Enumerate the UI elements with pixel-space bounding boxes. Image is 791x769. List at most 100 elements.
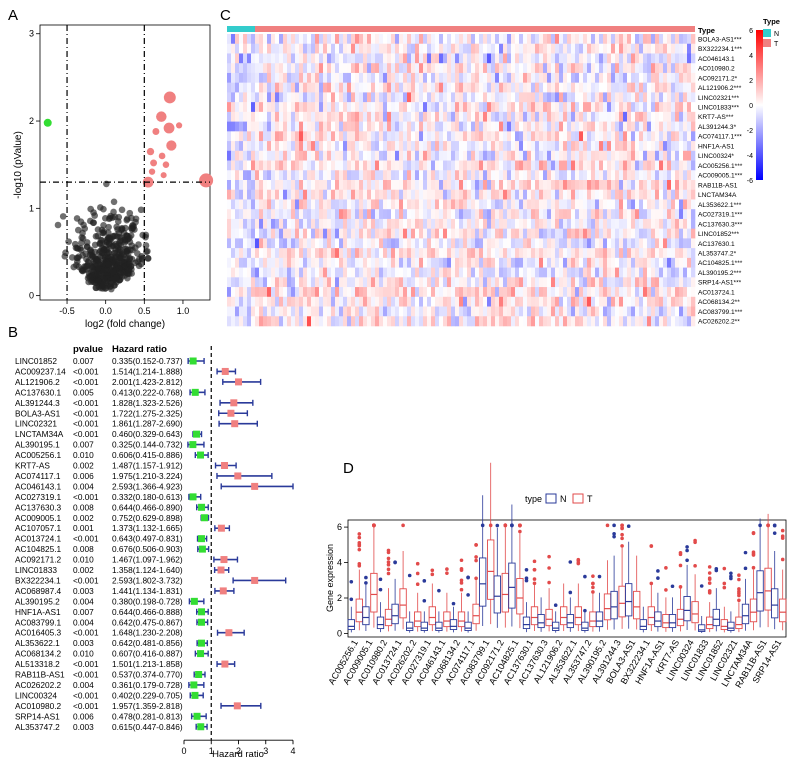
boxplot-box (472, 603, 480, 625)
heatmap-cell (511, 170, 516, 181)
heatmap-cell (267, 150, 272, 161)
heatmap-cell (295, 160, 300, 171)
boxplot-outlier (751, 550, 756, 554)
heatmap-cell (331, 267, 336, 278)
heatmap-cell (295, 102, 300, 113)
heatmap-cell (235, 287, 240, 298)
heatmap-cell (527, 306, 532, 317)
heatmap-cell (583, 82, 588, 93)
heatmap-cell (351, 131, 356, 142)
heatmap-cell (339, 277, 344, 288)
heatmap-cell (611, 257, 616, 268)
boxplot-outlier (422, 579, 427, 583)
heatmap-cell (391, 34, 396, 45)
heatmap-cell (471, 63, 476, 74)
boxplot-outlier (466, 593, 470, 597)
heatmap-cell (371, 296, 376, 307)
heatmap-cell (427, 63, 432, 74)
heatmap-cell (555, 34, 560, 45)
heatmap-cell (559, 72, 564, 83)
heatmap-cell (543, 170, 548, 181)
heatmap-cell (567, 131, 572, 142)
heatmap-cell (351, 248, 356, 259)
heatmap-cell (511, 131, 516, 142)
heatmap-cell (335, 102, 340, 113)
heatmap-cell (227, 228, 232, 239)
forest-pvalue-9: 0.010 (73, 450, 94, 460)
heatmap-cell (659, 82, 664, 93)
volcano-point-ns (105, 234, 113, 241)
heatmap-row-label-13: AC005256.1*** (698, 163, 743, 170)
heatmap-cell (387, 102, 392, 113)
heatmap-cell (383, 277, 388, 288)
heatmap-cell (615, 287, 620, 298)
heatmap-cell (679, 238, 684, 249)
heatmap-cell (427, 277, 432, 288)
heatmap-cell (367, 53, 372, 64)
heatmap-cell (311, 267, 316, 278)
heatmap-cell (467, 170, 472, 181)
boxplot-outlier (547, 554, 551, 559)
heatmap-cell (343, 43, 348, 54)
heatmap-cell (511, 34, 516, 45)
heatmap-cell (279, 238, 284, 249)
heatmap-cell (651, 199, 656, 210)
heatmap-row-label-3: AC010980.2 (698, 66, 735, 73)
heatmap-cell (675, 160, 680, 171)
heatmap-cell (627, 257, 632, 268)
heatmap-cell (631, 170, 636, 181)
heatmap-colorbar-tick-2: 2 (749, 78, 753, 85)
heatmap-cell (655, 160, 660, 171)
heatmap-cell (283, 34, 288, 45)
heatmap-cell (491, 199, 496, 210)
heatmap-cell (431, 238, 436, 249)
heatmap-cell (335, 238, 340, 249)
heatmap-cell (239, 296, 244, 307)
heatmap-cell (511, 306, 516, 317)
heatmap-cell (555, 131, 560, 142)
heatmap-cell (387, 287, 392, 298)
heatmap-cell (423, 306, 428, 317)
heatmap-cell (519, 53, 524, 64)
heatmap-cell (467, 277, 472, 288)
heatmap-cell (683, 238, 688, 249)
heatmap-cell (463, 34, 468, 45)
heatmap-cell (339, 131, 344, 142)
heatmap-cell (543, 257, 548, 268)
heatmap-cell (559, 218, 564, 229)
heatmap-cell (307, 150, 312, 161)
heatmap-cell (427, 267, 432, 278)
heatmap-cell (619, 199, 624, 210)
heatmap-cell (327, 199, 332, 210)
heatmap-cell (359, 267, 364, 278)
heatmap-cell (459, 180, 464, 191)
heatmap-cell (459, 296, 464, 307)
heatmap-cell (399, 267, 404, 278)
heatmap-cell (383, 72, 388, 83)
heatmap-cell (503, 238, 508, 249)
heatmap-cell (667, 150, 672, 161)
heatmap-cell (507, 180, 512, 191)
heatmap-cell (367, 102, 372, 113)
heatmap-cell (663, 238, 668, 249)
heatmap-cell (227, 248, 232, 259)
heatmap-cell (395, 102, 400, 113)
heatmap-cell (591, 141, 596, 152)
heatmap-cell (387, 82, 392, 93)
boxplot-outlier (372, 523, 376, 528)
heatmap-cell (683, 34, 688, 45)
heatmap-cell (375, 43, 380, 54)
boxplot-outlier (357, 532, 362, 536)
heatmap-cell (471, 121, 476, 132)
heatmap-cell (431, 43, 436, 54)
heatmap-cell (539, 34, 544, 45)
heatmap-cell (259, 63, 264, 74)
heatmap-cell (415, 199, 420, 210)
heatmap-cell (307, 82, 312, 93)
forest-hr-marker-9 (197, 451, 205, 459)
boxplot-outlier (626, 524, 631, 529)
heatmap-cell (227, 160, 232, 171)
heatmap-cell (531, 150, 536, 161)
volcano-point-ns (94, 265, 102, 272)
heatmap-cell (631, 228, 636, 239)
